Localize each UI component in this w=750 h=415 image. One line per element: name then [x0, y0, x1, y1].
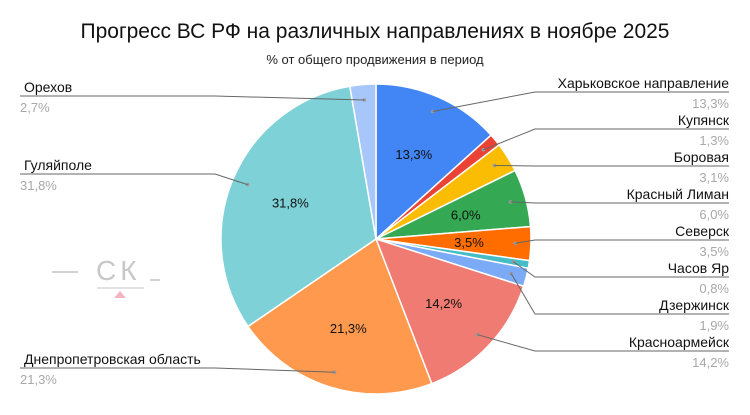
slice-percent-label: 0,8% — [699, 281, 729, 296]
slice-name-label: Красноармейск — [629, 334, 730, 350]
slice-name-label: Днепропетровская область — [24, 351, 201, 367]
chart-subtitle: % от общего продвижения в период — [266, 52, 484, 67]
slice-name-label: Часов Яр — [668, 260, 729, 276]
slice-value-label: 21,3% — [330, 321, 367, 336]
pie-slices — [220, 83, 532, 395]
slice-percent-label: 14,2% — [692, 355, 729, 370]
watermark-logo: СК — [52, 250, 172, 300]
slice-name-label: Орехов — [24, 79, 72, 95]
watermark-text: СК — [96, 255, 141, 286]
slice-percent-label: 21,3% — [20, 372, 57, 387]
slice-percent-label: 31,8% — [20, 178, 57, 193]
slice-value-label: 6,0% — [451, 207, 481, 222]
slice-percent-label: 13,3% — [692, 96, 729, 111]
pie-slice[interactable] — [220, 85, 377, 328]
slice-percent-label: 2,7% — [20, 100, 50, 115]
slice-name-label: Боровая — [674, 149, 729, 165]
pie-slice[interactable] — [375, 83, 493, 241]
slice-name-label: Красный Лиман — [627, 186, 729, 202]
leader-lines — [20, 91, 729, 375]
slice-value-label: 31,8% — [272, 196, 309, 211]
slice-value-label: 14,2% — [425, 296, 462, 311]
slice-name-label: Дзержинск — [659, 297, 730, 313]
slice-name-label: Гуляйполе — [24, 157, 92, 173]
pie-slice[interactable] — [348, 83, 377, 240]
slice-value-label: 13,3% — [395, 147, 432, 162]
slice-percent-label: 1,3% — [699, 133, 729, 148]
chart-title: Прогресс ВС РФ на различных направлениях… — [80, 20, 670, 43]
slice-name-label: Купянск — [678, 112, 730, 128]
slice-name-label: Северск — [675, 223, 730, 239]
pie-slice[interactable] — [246, 237, 433, 395]
slice-percent-label: 6,0% — [699, 207, 729, 222]
slice-percent-label: 3,5% — [699, 244, 729, 259]
slice-name-label: Харьковское направление — [558, 75, 730, 91]
slice-percent-label: 3,1% — [699, 170, 729, 185]
slice-percent-label: 1,9% — [699, 318, 729, 333]
slice-labels: 13,3%Харьковское направление13,3%Купянск… — [20, 75, 730, 387]
pie-slice[interactable] — [374, 237, 525, 385]
slice-value-label: 3,5% — [454, 235, 484, 250]
